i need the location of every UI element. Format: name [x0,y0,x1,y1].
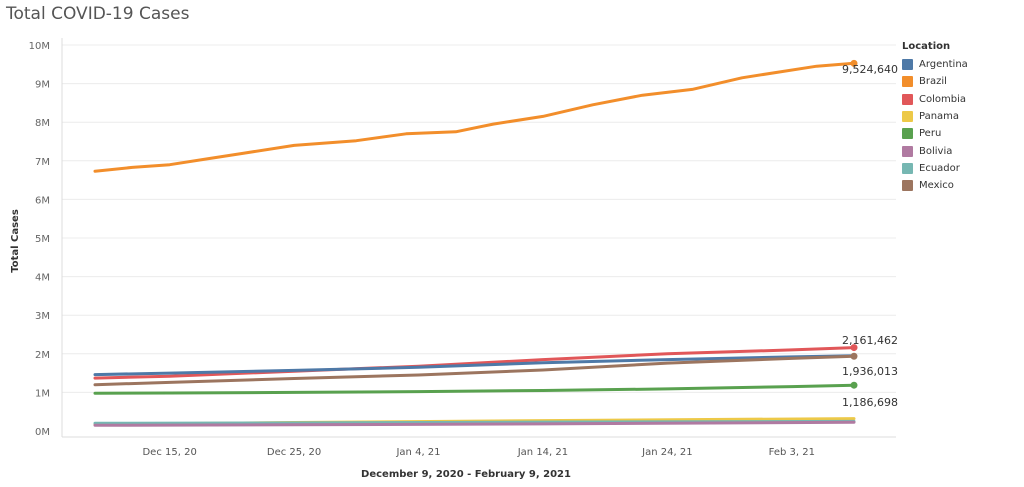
y-tick-label: 0M [35,427,50,438]
legend-label: Argentina [919,59,968,71]
data-label: 2,161,462 [842,334,898,347]
end-marker [850,344,858,352]
legend-item[interactable]: Panama [902,108,968,125]
legend-item[interactable]: Brazil [902,73,968,90]
y-tick-label: 8M [35,118,50,129]
legend-swatch [902,76,913,88]
chart-title: Total COVID-19 Cases [6,4,190,24]
series-line-argentina [93,354,856,377]
y-tick-label: 5M [35,234,50,245]
end-marker [850,381,858,389]
x-tick-label: Dec 25, 20 [267,447,321,458]
y-tick-label: 1M [35,388,50,399]
legend-item[interactable]: Mexico [902,177,968,194]
legend-item[interactable]: Ecuador [902,160,968,177]
data-label: 1,936,013 [842,365,898,378]
data-label: 1,186,698 [842,396,898,409]
x-tick-label: Jan 14, 21 [517,447,568,458]
x-tick-label: Jan 24, 21 [641,447,692,458]
legend-swatch [902,180,913,192]
series-line-bolivia [93,420,856,427]
x-axis-label: December 9, 2020 - February 9, 2021 [361,469,571,480]
legend-label: Brazil [919,76,947,88]
series-line-peru [93,383,856,395]
legend-item[interactable]: Argentina [902,56,968,73]
end-labels: 9,524,640 2,161,462 1,936,013 1,186,698 [842,63,898,409]
x-tick-label: Dec 15, 20 [142,447,196,458]
y-axis: 0M 1M 2M 3M 4M 5M 6M 7M 8M 9M 10M [29,41,50,438]
x-axis: Dec 15, 20 Dec 25, 20 Jan 4, 21 Jan 14, 21 J… [142,447,814,458]
legend-swatch [902,128,913,140]
x-tick-label: Jan 4, 21 [395,447,440,458]
series-line-colombia [93,346,856,380]
series-line-brazil [93,61,856,173]
series-line-mexico [93,354,856,387]
data-label: 9,524,640 [842,63,898,76]
legend-item[interactable]: Bolivia [902,142,968,159]
legend-title: Location [902,41,951,52]
legend-swatch [902,59,913,71]
x-tick-label: Feb 3, 21 [769,447,815,458]
gridlines [61,38,896,438]
series-lines [93,59,858,427]
y-tick-label: 9M [35,80,50,91]
legend-item[interactable]: Peru [902,125,968,142]
legend: Location Argentina Brazil Colombia Panama Pe… [902,41,968,194]
y-tick-label: 3M [35,311,50,322]
legend-swatch [902,162,913,174]
y-tick-label: 4M [35,273,50,284]
y-tick-label: 10M [29,41,50,52]
legend-label: Colombia [919,93,966,105]
legend-swatch [902,93,913,105]
legend-label: Peru [919,128,942,140]
y-tick-label: 7M [35,157,50,168]
y-tick-label: 6M [35,195,50,206]
legend-swatch [902,111,913,123]
legend-label: Mexico [919,180,954,192]
legend-label: Ecuador [919,162,960,174]
end-marker [850,352,858,360]
legend-item[interactable]: Colombia [902,91,968,108]
legend-label: Panama [919,111,960,123]
end-marker [850,59,858,67]
legend-label: Bolivia [919,145,953,157]
y-tick-label: 2M [35,350,50,361]
legend-swatch [902,145,913,157]
y-axis-label: Total Cases [10,209,21,273]
